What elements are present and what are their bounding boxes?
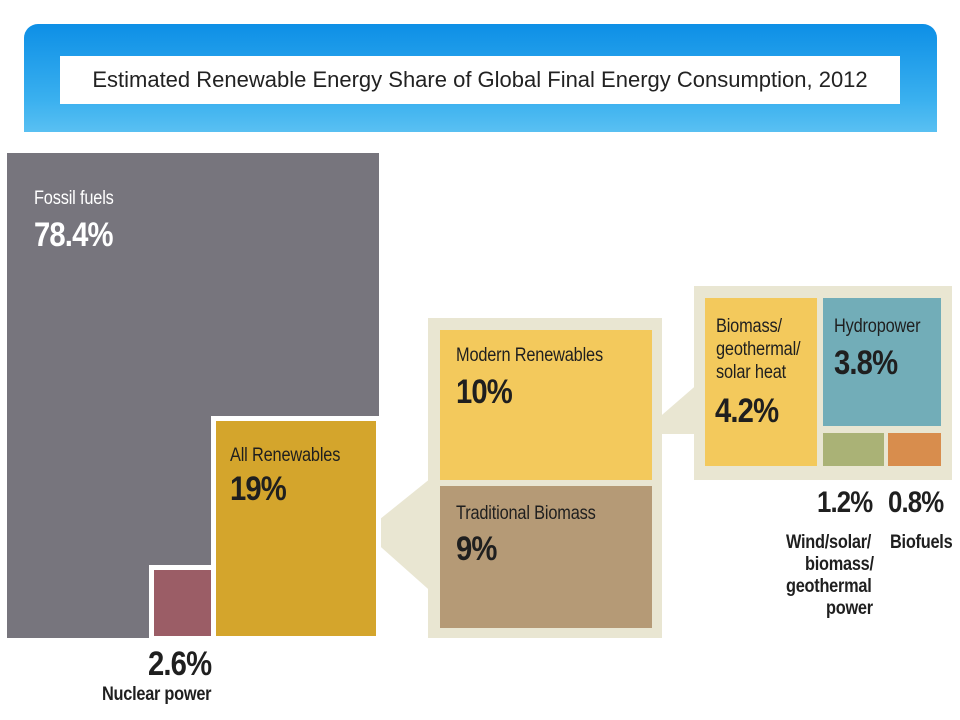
- wind-solar-power-label-line1: Wind/solar/: [786, 532, 872, 553]
- biomass-heat-value: 4.2%: [715, 392, 779, 430]
- chart-title: Estimated Renewable Energy Share of Glob…: [60, 56, 900, 104]
- wind-solar-power-label-line3: geothermal: [786, 576, 872, 597]
- nuclear-power-label: Nuclear power: [102, 684, 212, 705]
- biofuels-value: 0.8%: [888, 486, 944, 519]
- nuclear-power-value: 2.6%: [148, 645, 212, 683]
- modern-renewables-block: [440, 330, 652, 480]
- biomass-heat-label-line3: solar heat: [716, 362, 787, 383]
- header-banner: Estimated Renewable Energy Share of Glob…: [24, 24, 937, 132]
- biomass-heat-label-line1: Biomass/: [716, 316, 782, 337]
- wind-solar-power-label-line4: power: [826, 598, 873, 619]
- biomass-heat-block: [705, 298, 817, 466]
- hydropower-block: [823, 298, 941, 426]
- hydropower-label: Hydropower: [834, 316, 921, 337]
- modern-renewables-label: Modern Renewables: [456, 345, 603, 366]
- fossil-fuels-label: Fossil fuels: [34, 188, 114, 209]
- traditional-biomass-block: [440, 486, 652, 628]
- all-renewables-value: 19%: [230, 470, 287, 508]
- biofuels-block: [888, 433, 941, 466]
- modern-renewables-value: 10%: [456, 373, 513, 411]
- renewables-callout-pointer: [364, 474, 436, 596]
- hydropower-value: 3.8%: [834, 344, 898, 382]
- wind-solar-power-block: [823, 433, 884, 466]
- wind-solar-power-label-line2: biomass/: [805, 554, 874, 575]
- biofuels-label: Biofuels: [890, 532, 953, 553]
- fossil-fuels-value: 78.4%: [34, 216, 113, 254]
- traditional-biomass-value: 9%: [456, 530, 497, 568]
- biomass-heat-label-line2: geothermal/: [716, 339, 801, 360]
- nuclear-power-block: [149, 565, 216, 641]
- all-renewables-label: All Renewables: [230, 445, 341, 466]
- wind-solar-power-value: 1.2%: [817, 486, 873, 519]
- all-renewables-block: [211, 416, 381, 641]
- traditional-biomass-label: Traditional Biomass: [456, 503, 596, 524]
